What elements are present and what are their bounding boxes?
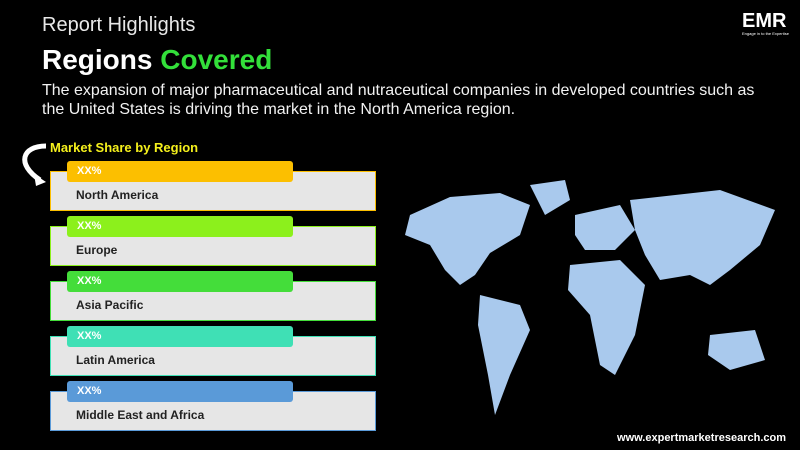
- description: The expansion of major pharmaceutical an…: [42, 82, 755, 118]
- region-share-badge: XX%: [67, 381, 293, 402]
- map-asia: [630, 190, 775, 285]
- region-share-badge: XX%: [67, 326, 293, 347]
- section-label: Market Share by Region: [50, 140, 199, 155]
- title-white: Regions: [42, 44, 153, 75]
- region-share-badge: XX%: [67, 161, 293, 182]
- region-name: Middle East and Africa: [76, 408, 205, 422]
- map-africa: [568, 260, 645, 375]
- logo-text: EMR: [742, 10, 787, 32]
- footer-url[interactable]: www.expertmarketresearch.com: [617, 432, 786, 444]
- map-greenland: [530, 180, 570, 215]
- map-north-america: [405, 193, 530, 285]
- logo-tagline: Engage in to the Expertise: [742, 31, 789, 36]
- title-green: Covered: [160, 44, 273, 75]
- region-name: Latin America: [76, 353, 155, 367]
- map-south-america: [478, 295, 530, 415]
- region-share-badge: XX%: [67, 271, 293, 292]
- page-title: Regions Covered: [42, 44, 272, 76]
- region-name: North America: [76, 188, 159, 202]
- kicker: Report Highlights: [42, 14, 196, 36]
- world-map: [405, 180, 775, 415]
- map-australia: [708, 330, 765, 370]
- map-europe: [575, 205, 635, 250]
- logo: EMR Engage in to the Expertise: [742, 10, 789, 36]
- region-share-badge: XX%: [67, 216, 293, 237]
- region-name: Asia Pacific: [76, 298, 144, 312]
- curved-arrow-icon: [22, 143, 47, 186]
- region-name: Europe: [76, 243, 118, 257]
